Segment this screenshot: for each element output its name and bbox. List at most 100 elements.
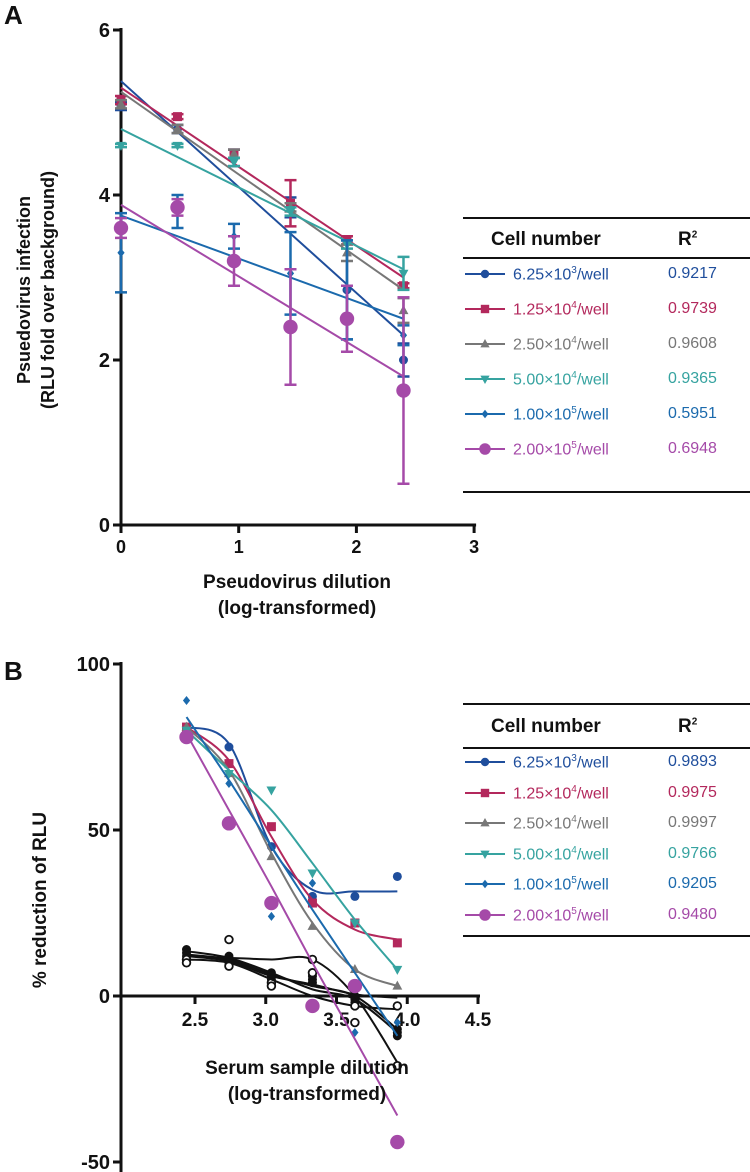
superscript: 2	[691, 229, 698, 241]
superscript: 5	[571, 440, 577, 451]
control-fit-curve	[186, 953, 398, 1030]
header-r-squared: R2	[678, 229, 698, 250]
down-triangle-marker	[349, 919, 360, 929]
legend-symbol	[465, 908, 505, 921]
legend-symbol	[465, 304, 505, 314]
superscript: 5	[571, 875, 577, 886]
big-circle-marker	[347, 978, 363, 994]
legend-symbol	[465, 817, 505, 827]
down-triangle-marker	[307, 869, 318, 879]
series	[115, 193, 410, 347]
chart-b: -50 0 50 100 2.5 3.0 3.5 4.0 4.5 % reduction of R…	[30, 654, 492, 1172]
diamond-marker	[182, 696, 191, 706]
superscript: 4	[571, 783, 577, 795]
down-triangle-marker	[116, 141, 126, 151]
legend-r-squared: 0.9975	[668, 783, 717, 801]
down-triangle-marker	[392, 965, 403, 975]
superscript: 4	[571, 370, 577, 381]
triangle-marker	[172, 123, 183, 133]
triangle-marker	[266, 851, 277, 861]
header-cell-number: Cell number	[491, 229, 601, 250]
superscript: 4	[571, 300, 577, 311]
y-axis-label: % reduction of RLU	[30, 812, 51, 988]
legend-r-squared: 0.9766	[668, 844, 717, 862]
legend-cell-number: 1.00×105/well	[513, 405, 609, 424]
y-axis-label-line1: Psuedovirus infection	[14, 196, 34, 384]
superscript: 4	[571, 335, 577, 346]
x-axis-label: Serum sample dilution	[205, 1058, 409, 1079]
legend-cell-number: 1.25×104/well	[513, 783, 609, 802]
fit-line	[120, 80, 405, 336]
control-open-marker	[392, 1001, 403, 1011]
triangle-marker	[392, 980, 403, 990]
diamond-marker	[481, 409, 489, 419]
legend-cell-number: 2.50×104/well	[513, 335, 609, 354]
legend-row: 2.50×104/well 0.9608	[463, 333, 750, 355]
legend-row: 6.25×103/well 0.9217	[463, 263, 750, 285]
big-circle-marker	[170, 200, 185, 215]
big-circle-marker	[283, 319, 298, 335]
legend-symbol	[465, 850, 505, 859]
series	[113, 197, 411, 485]
y-tick-label: 6	[99, 20, 110, 42]
legend-cell-number: 5.00×104/well	[513, 370, 609, 389]
control-open-marker	[392, 1060, 403, 1071]
diamond-marker	[393, 1018, 401, 1028]
legend-symbol	[465, 879, 505, 889]
table-top-rule	[463, 703, 750, 705]
y-tick-label: 2	[99, 350, 110, 372]
control-open-marker	[266, 981, 277, 991]
x-tick-label: 3.5	[323, 1010, 350, 1031]
control-open-marker	[224, 961, 234, 971]
header-r-squared: R2	[678, 716, 698, 737]
control-open-marker	[350, 1001, 360, 1011]
big-circle-marker	[339, 311, 355, 326]
legend-symbol	[465, 269, 505, 279]
diamond-marker	[308, 878, 317, 888]
square-marker	[224, 759, 234, 769]
square-marker	[392, 938, 402, 948]
fit-curve	[185, 726, 398, 987]
y-tick-label: 0	[99, 986, 110, 1008]
table-bottom-rule	[463, 935, 750, 937]
triangle-marker	[229, 148, 239, 158]
control-open-marker	[181, 958, 192, 968]
legend-r-squared: 0.9608	[668, 335, 717, 352]
y-axis-label-line1: % reduction of RLU	[30, 812, 51, 988]
panel-label-a: A	[4, 0, 23, 30]
square-marker	[480, 304, 490, 314]
control-marker	[350, 994, 360, 1004]
diamond-marker	[267, 911, 276, 921]
big-circle-marker	[264, 895, 279, 911]
x-tick-label: 3	[469, 537, 479, 557]
circle-marker	[392, 871, 402, 881]
control-fit-curve	[186, 950, 398, 1034]
legend-symbol	[465, 338, 505, 348]
control-open-marker	[224, 934, 234, 945]
big-circle-marker	[390, 1134, 405, 1150]
legend-r-squared: 0.9480	[668, 905, 717, 923]
triangle-marker	[116, 98, 126, 108]
x-tick-label: 4.0	[394, 1010, 420, 1031]
down-triangle-marker	[285, 207, 296, 217]
legend-cell-number: 1.00×105/well	[513, 875, 609, 894]
legend-r-squared: 0.6948	[668, 440, 717, 457]
control-open-marker	[307, 968, 318, 978]
superscript: 2	[691, 716, 698, 728]
legend-row: 1.00×105/well 0.5951	[463, 403, 750, 425]
x-axis-label-line2: (log-transformed)	[228, 1084, 386, 1105]
x-tick-label: 3.0	[253, 1010, 279, 1031]
legend-row: 2.50×104/well 0.9997	[463, 812, 750, 834]
down-triangle-marker	[480, 375, 490, 385]
control-marker	[307, 978, 317, 988]
superscript: 4	[571, 844, 577, 856]
control-fit-curve	[186, 955, 398, 999]
square-marker	[266, 822, 276, 832]
y-tick-label: 4	[99, 185, 111, 207]
big-circle-marker	[221, 816, 237, 831]
fit-curve	[185, 733, 399, 1117]
chart-a: 0 2 4 6 0 1 2 3 Pseudovirus dilution (log-transfo…	[14, 20, 479, 619]
table-bottom-rule	[463, 491, 750, 493]
legend-symbol	[465, 409, 505, 419]
legend-r-squared: 0.9365	[668, 370, 717, 387]
